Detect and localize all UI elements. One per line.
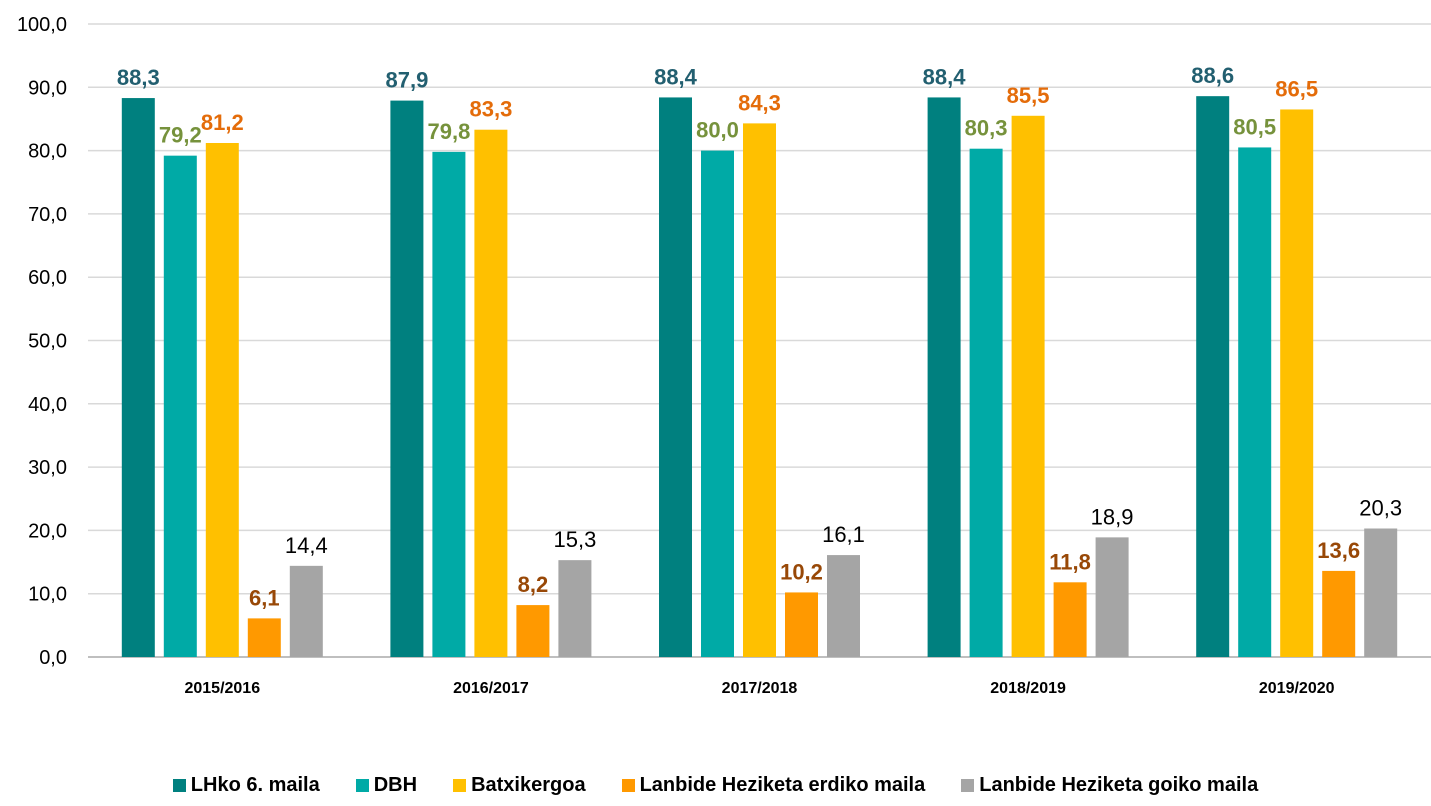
data-label: 18,9 [1091, 504, 1134, 529]
legend: LHko 6. maila DBH Batxikergoa Lanbide Hezik… [0, 774, 1431, 797]
data-labels: 88,3 79,281,2 6,1 14,4 87,9 79,883,3 8,215,3 88… [117, 63, 1402, 610]
bar [247, 618, 281, 657]
bar [969, 148, 1003, 658]
bar [432, 151, 466, 657]
data-label: 80,0 [696, 118, 739, 143]
y-tick-label: 10,0 [28, 584, 67, 606]
y-tick-label: 50,0 [28, 331, 67, 353]
x-category-label: 2018/2019 [990, 680, 1066, 697]
legend-swatch [355, 779, 369, 792]
legend-swatch [961, 779, 975, 792]
data-label: 80,5 [1233, 114, 1276, 139]
bar [205, 143, 239, 657]
y-tick-label: 100,0 [17, 14, 67, 36]
data-label: 8,2 [518, 572, 549, 597]
bar [163, 155, 197, 657]
data-label: 83,3 [469, 97, 512, 122]
bar [289, 565, 323, 657]
bar [785, 592, 818, 657]
data-label: 15,3 [553, 527, 596, 552]
x-category-label: 2016/2017 [453, 680, 529, 697]
data-label: 79,2 [159, 123, 202, 148]
bar [121, 98, 155, 658]
y-tick-label: 20,0 [28, 520, 67, 542]
bar [701, 150, 734, 657]
data-label: 86,5 [1275, 76, 1318, 101]
data-label: 79,8 [427, 119, 470, 144]
legend-label: LHko 6. maila [190, 774, 320, 796]
x-category-label: 2019/2020 [1259, 680, 1335, 697]
bar [558, 560, 592, 657]
x-axis-categories: 2015/2016 2016/2017 2017/2018 2018/2019 2019… [184, 680, 1334, 697]
data-label: 88,4 [923, 64, 967, 89]
legend-label: Lanbide Heziketa goiko maila [979, 774, 1259, 796]
legend-swatch [453, 779, 467, 792]
y-tick-label: 0,0 [39, 647, 67, 669]
legend-item: Batxikergoa [453, 774, 586, 797]
legend-label: Batxikergoa [471, 774, 586, 796]
legend-label: Lanbide Heziketa erdiko maila [639, 774, 926, 796]
bar [927, 97, 961, 658]
data-label: 11,8 [1049, 549, 1091, 574]
data-label: 20,3 [1359, 496, 1402, 521]
y-tick-label: 40,0 [28, 394, 67, 416]
bar [1095, 537, 1129, 657]
bars [121, 96, 1398, 658]
legend-label: DBH [373, 774, 418, 796]
data-label: 13,6 [1317, 538, 1360, 563]
y-tick-label: 80,0 [28, 141, 67, 163]
legend-swatch [621, 779, 635, 792]
data-label: 88,3 [117, 65, 160, 90]
y-tick-label: 30,0 [28, 457, 67, 479]
legend-item: Lanbide Heziketa goiko maila [961, 774, 1258, 797]
bar [1364, 528, 1398, 657]
data-label: 87,9 [385, 68, 428, 93]
data-label: 10,2 [780, 559, 823, 584]
data-label: 88,4 [654, 64, 698, 89]
data-label: 16,1 [822, 522, 865, 547]
bar [474, 129, 508, 657]
bar [516, 605, 550, 657]
y-axis-ticks: 0,0 10,0 20,0 30,0 40,0 50,0 60,0 70,0 80,0 90,0 1… [17, 14, 67, 669]
data-label: 6,1 [249, 585, 280, 610]
y-tick-label: 70,0 [28, 204, 67, 226]
bar [1196, 96, 1230, 658]
data-label: 88,6 [1191, 63, 1234, 88]
x-category-label: 2015/2016 [184, 680, 260, 697]
bar [1238, 147, 1272, 657]
y-tick-label: 60,0 [28, 267, 67, 289]
bar [827, 555, 860, 657]
bar [659, 97, 692, 658]
data-label: 85,5 [1007, 83, 1050, 108]
bar [390, 100, 424, 657]
bar [743, 123, 776, 658]
bar [1280, 109, 1314, 657]
legend-item: Lanbide Heziketa erdiko maila [621, 774, 926, 797]
bar [1011, 115, 1045, 657]
data-label: 14,4 [285, 533, 328, 558]
legend-item: LHko 6. maila [172, 774, 320, 797]
bar-chart: 0,0 10,0 20,0 30,0 40,0 50,0 60,0 70,0 80,0 90,0 1… [17, 14, 1431, 697]
data-label: 84,3 [738, 90, 781, 115]
legend-item: DBH [355, 774, 418, 797]
legend-swatch [172, 779, 186, 792]
data-label: 80,3 [965, 116, 1008, 141]
x-category-label: 2017/2018 [722, 680, 798, 697]
y-tick-label: 90,0 [28, 77, 67, 99]
data-label: 81,2 [201, 110, 244, 135]
bar [1322, 570, 1356, 657]
bar [1053, 582, 1087, 657]
